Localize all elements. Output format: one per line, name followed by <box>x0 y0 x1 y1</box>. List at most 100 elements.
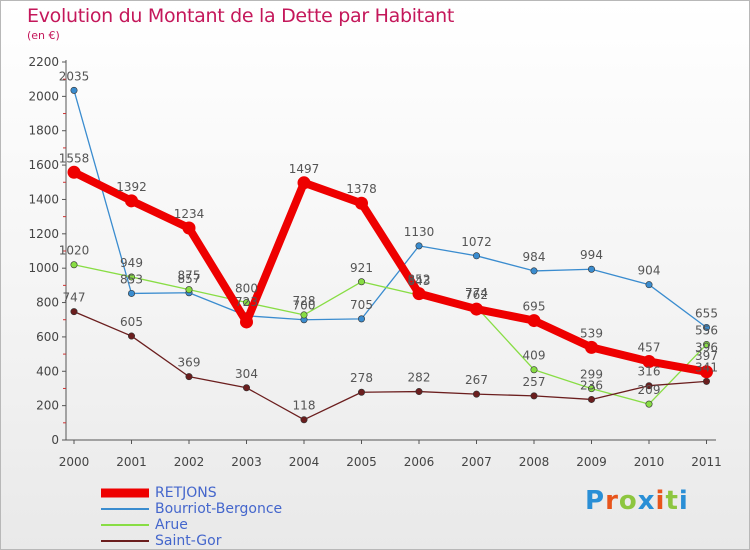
data-point-bourriot-bergonce <box>587 265 595 273</box>
data-label-arue: 1020 <box>59 244 90 258</box>
data-point-saint-gor <box>357 388 365 396</box>
x-tick-label: 2006 <box>404 455 435 469</box>
data-label-arue: 949 <box>120 256 143 270</box>
data-label-saint-gor: 278 <box>350 371 373 385</box>
data-point-saint-gor <box>185 373 193 381</box>
data-label-bourriot-bergonce: 700 <box>293 299 316 313</box>
data-label-retjons: 762 <box>465 288 488 302</box>
data-point-bourriot-bergonce <box>472 252 480 260</box>
y-tick-label: 1400 <box>28 192 59 206</box>
data-point-arue <box>300 311 308 319</box>
data-point-saint-gor <box>530 392 538 400</box>
legend-label-bourriot-bergonce: Bourriot-Bergonce <box>155 501 283 517</box>
legend-swatch-saint-gor <box>101 540 149 542</box>
data-label-bourriot-bergonce: 853 <box>120 272 143 286</box>
x-tick-label: 2005 <box>346 455 377 469</box>
series-line-retjons <box>70 168 711 376</box>
proxiti-logo: Proxiti <box>585 486 689 516</box>
logo-letter: o <box>618 486 638 516</box>
logo-letter: P <box>585 486 606 516</box>
data-label-arue: 875 <box>178 269 201 283</box>
data-point-bourriot-bergonce <box>128 289 136 297</box>
data-point-saint-gor <box>472 390 480 398</box>
data-label-arue: 728 <box>293 294 316 308</box>
data-point-retjons <box>585 340 598 354</box>
data-point-retjons <box>527 314 541 328</box>
data-label-retjons: 1558 <box>59 151 90 165</box>
chart-title: Evolution du Montant de la Dette par Hab… <box>27 5 455 27</box>
data-label-arue: 556 <box>695 323 718 337</box>
data-point-saint-gor <box>645 382 653 390</box>
data-point-retjons <box>355 196 368 210</box>
data-point-bourriot-bergonce <box>70 86 78 94</box>
data-label-bourriot-bergonce: 655 <box>695 306 718 320</box>
data-label-arue: 209 <box>638 383 661 397</box>
x-tick-label: 2011 <box>691 455 722 469</box>
data-label-saint-gor: 236 <box>580 378 603 392</box>
data-point-retjons <box>125 194 138 208</box>
data-point-arue <box>128 273 136 281</box>
y-tick-label: 200 <box>36 399 59 413</box>
x-tick-label: 2010 <box>634 455 665 469</box>
data-label-retjons: 539 <box>580 326 603 340</box>
legend-label-saint-gor: Saint-Gor <box>155 533 222 549</box>
logo-letter: t <box>665 486 679 516</box>
data-point-saint-gor <box>587 395 595 403</box>
y-tick-label: 1000 <box>28 261 59 275</box>
y-tick-label: 400 <box>36 364 59 378</box>
data-point-retjons <box>470 302 483 316</box>
data-point-saint-gor <box>128 332 136 340</box>
data-point-retjons <box>412 287 426 301</box>
data-label-extra: 397 <box>695 349 718 363</box>
data-point-arue <box>530 366 538 374</box>
data-label-saint-gor: 316 <box>638 365 661 379</box>
x-tick-label: 2004 <box>289 455 320 469</box>
y-tick-label: 2000 <box>28 89 59 103</box>
y-tick-label: 1600 <box>28 158 59 172</box>
x-tick-label: 2001 <box>116 455 147 469</box>
data-label-bourriot-bergonce: 857 <box>178 272 201 286</box>
data-label-extra: 723 <box>235 295 258 309</box>
data-label-bourriot-bergonce: 2035 <box>59 69 90 83</box>
x-tick-label: 2007 <box>461 455 492 469</box>
legend-label-retjons: RETJONS <box>155 485 217 501</box>
data-point-saint-gor <box>415 388 423 396</box>
data-point-retjons <box>297 176 311 190</box>
data-point-retjons <box>700 365 713 379</box>
legend-swatch-arue <box>101 524 149 526</box>
x-tick-label: 2009 <box>576 455 607 469</box>
legend-swatch-bourriot-bergonce <box>101 508 149 510</box>
y-tick-label: 2200 <box>28 55 59 69</box>
data-label-arue: 774 <box>465 286 488 300</box>
logo-letter: i <box>678 486 689 516</box>
data-point-retjons <box>182 221 196 235</box>
data-point-bourriot-bergonce <box>702 323 710 331</box>
data-point-bourriot-bergonce <box>357 315 365 323</box>
logo-letter: x <box>637 486 656 516</box>
data-point-saint-gor <box>243 384 251 392</box>
data-label-saint-gor: 257 <box>523 375 546 389</box>
data-label-saint-gor: 118 <box>293 399 316 413</box>
data-label-retjons: 1392 <box>116 180 147 194</box>
data-label-bourriot-bergonce: 705 <box>350 298 373 312</box>
data-point-saint-gor <box>702 377 710 385</box>
data-point-arue <box>357 278 365 286</box>
data-point-bourriot-bergonce <box>645 281 653 289</box>
data-label-retjons: 457 <box>638 340 661 354</box>
legend-label-arue: Arue <box>155 517 188 533</box>
data-point-bourriot-bergonce <box>415 242 423 250</box>
data-point-arue <box>645 400 653 408</box>
y-tick-label: 800 <box>36 296 59 310</box>
series-line-saint-gor <box>73 311 708 421</box>
data-point-retjons <box>642 354 656 368</box>
logo-letter: i <box>655 486 666 516</box>
data-label-retjons: 695 <box>523 300 546 314</box>
x-tick-label: 2008 <box>519 455 550 469</box>
logo-letter: r <box>605 486 619 516</box>
data-label-bourriot-bergonce: 984 <box>523 250 546 264</box>
data-point-arue <box>702 340 710 348</box>
data-label-extra: 396 <box>695 341 718 355</box>
y-tick-label: 0 <box>51 433 59 447</box>
x-tick-label: 2000 <box>59 455 90 469</box>
y-tick-label: 600 <box>36 330 59 344</box>
